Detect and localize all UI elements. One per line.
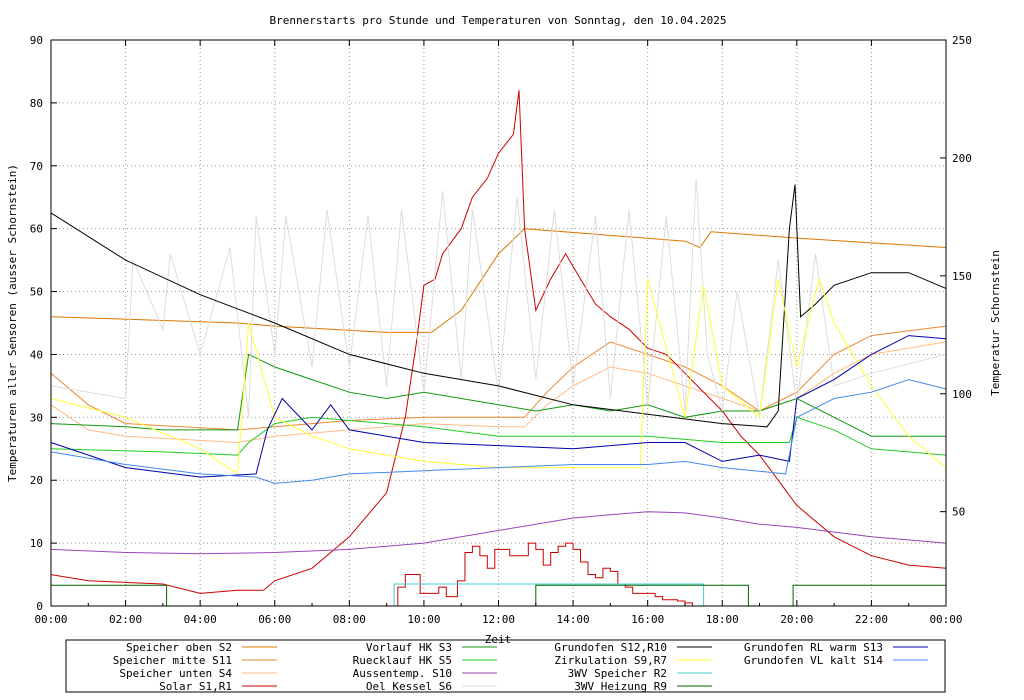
y-tick-label: 50: [30, 286, 43, 299]
series-line-s10: [50, 511, 947, 555]
x-tick-label: 02:00: [109, 613, 142, 626]
legend-label: Vorlauf HK S3: [366, 641, 452, 654]
burner-starts-step: [397, 542, 693, 606]
y-tick-label: 40: [30, 348, 43, 361]
x-tick-label: 18:00: [706, 613, 739, 626]
x-tick-label: 22:00: [855, 613, 888, 626]
series-line-s1-r1: [50, 90, 947, 594]
x-tick-label: 10:00: [407, 613, 440, 626]
y2-axis-label: Temperatur Schornstein: [989, 250, 1002, 396]
series-line-s13: [50, 335, 947, 478]
y-tick-label: 20: [30, 474, 43, 487]
x-tick-label: 06:00: [258, 613, 291, 626]
legend-label: Grundofen VL kalt S14: [744, 654, 883, 667]
series-line-s9-r7: [50, 277, 947, 475]
y-axis-ticks: 0 10 20 30 40 50 60 70 80 90: [30, 34, 57, 613]
x-tick-label: 04:00: [184, 613, 217, 626]
series-line-s12-r10: [50, 184, 947, 428]
y-tick-label: 10: [30, 537, 43, 550]
y-tick-label: 70: [30, 160, 43, 173]
series-line-s11: [50, 325, 947, 431]
y2-tick-label: 50: [952, 506, 965, 519]
series-line-s6: [50, 178, 947, 418]
legend-label: Grundofen RL warm S13: [744, 641, 883, 654]
legend-label: 3WV Speicher R2: [568, 667, 667, 680]
series-line-s2: [50, 228, 947, 333]
legend-label: Ruecklauf HK S5: [353, 654, 452, 667]
y2-tick-label: 250: [952, 34, 972, 47]
x-tick-label: 12:00: [482, 613, 515, 626]
grid: [51, 40, 946, 606]
series-line-s14: [50, 379, 947, 484]
legend-label: Speicher oben S2: [126, 641, 232, 654]
legend-label: Speicher mitte S11: [113, 654, 232, 667]
legend: Speicher oben S2 Vorlauf HK S3 Grundofen S…: [113, 641, 928, 693]
legend-label: Solar S1,R1: [159, 680, 232, 693]
chart-title: Brennerstarts pro Stunde und Temperature…: [270, 14, 727, 27]
legend-label: Oel Kessel S6: [366, 680, 452, 693]
y2-tick-label: 100: [952, 388, 972, 401]
x-tick-label: 20:00: [780, 613, 813, 626]
legend-label: Grundofen S12,R10: [554, 641, 667, 654]
y2-tick-label: 150: [952, 270, 972, 283]
legend-label: Zirkulation S9,R7: [554, 654, 667, 667]
y-tick-label: 0: [36, 600, 43, 613]
x-tick-label: 16:00: [631, 613, 664, 626]
x-tick-label: 14:00: [557, 613, 590, 626]
y-tick-label: 60: [30, 223, 43, 236]
y-axis-label: Temperaturen aller Sensoren (ausser Scho…: [6, 164, 19, 482]
y2-tick-label: 200: [952, 152, 972, 165]
legend-label: Aussentemp. S10: [353, 667, 452, 680]
y2-axis-ticks: 50 100 150 200 250: [940, 34, 972, 519]
series-line-r9: [51, 584, 946, 607]
x-tick-label: 00:00: [929, 613, 962, 626]
burner-starts-bars: [397, 542, 693, 606]
series-line-s3: [50, 353, 946, 437]
y-tick-label: 90: [30, 34, 43, 47]
y-tick-label: 30: [30, 411, 43, 424]
legend-box: [65, 639, 946, 693]
y-tick-label: 80: [30, 97, 43, 110]
series-line-s5: [50, 416, 947, 456]
x-tick-label: 08:00: [333, 613, 366, 626]
legend-label: Speicher unten S4: [119, 667, 232, 680]
legend-label: 3WV Heizung R9: [574, 680, 667, 693]
x-tick-label: 00:00: [34, 613, 67, 626]
x-axis-ticks: 00:00 02:00 04:00 06:00 08:00 10:00 12:00 14:00…: [34, 40, 963, 626]
